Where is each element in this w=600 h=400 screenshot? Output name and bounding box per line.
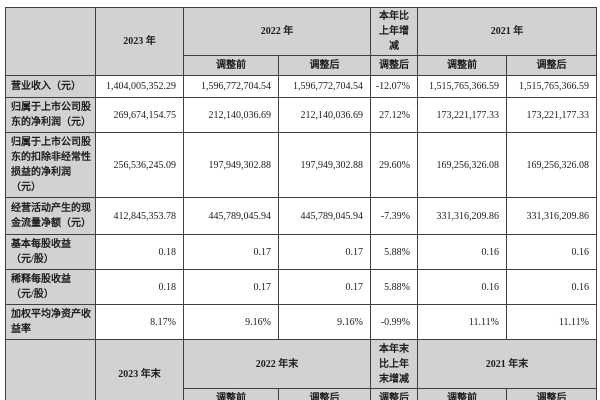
header-yearend-change-text: 本年末比上年末增减: [379, 343, 409, 385]
header-year-2021: 2021 年: [417, 7, 597, 56]
table-row: 经营活动产生的现金流量净额（元） 412,845,353.78 445,789,…: [5, 197, 597, 235]
corner-cell: [5, 339, 96, 400]
cell-2022-post: 197,949,302.88: [278, 132, 371, 198]
cell-2022-pre: 197,949,302.88: [183, 132, 279, 198]
table-row: 稀释每股收益（元/股） 0.18 0.17 0.17 5.88% 0.16 0.…: [5, 269, 597, 305]
header-year-2023: 2023 年: [95, 7, 184, 76]
cell-2022-post: 0.17: [278, 269, 371, 305]
cell-2023: 412,845,353.78: [95, 197, 184, 235]
cell-2022-pre: 9.16%: [183, 304, 279, 340]
cell-2023: 0.18: [95, 269, 184, 305]
subheader2-2021-post: 调整后: [506, 388, 597, 400]
row-label: 基本每股收益（元/股）: [5, 234, 96, 270]
cell-2021-pre: 0.16: [417, 234, 507, 270]
cell-change: 29.60%: [370, 132, 418, 198]
cell-2021-post: 169,256,326.08: [506, 132, 597, 198]
cell-2021-pre: 11.11%: [417, 304, 507, 340]
subheader-2021-post: 调整后: [506, 55, 597, 76]
table-row: 归属于上市公司股东的净利润（元） 269,674,154.75 212,140,…: [5, 97, 597, 133]
header-yearend-2021: 2021 年末: [417, 339, 597, 389]
cell-2021-post: 0.16: [506, 269, 597, 305]
subheader2-change-post: 调整后: [370, 388, 418, 400]
financial-summary-table: 2023 年 2022 年 本年比上年增减 2021 年 调整前 调整后 调整后…: [5, 7, 597, 400]
cell-2023: 269,674,154.75: [95, 97, 184, 133]
table-row: 基本每股收益（元/股） 0.18 0.17 0.17 5.88% 0.16 0.…: [5, 234, 597, 270]
header-year-2022: 2022 年: [183, 7, 371, 56]
cell-2023: 0.18: [95, 234, 184, 270]
cell-change: -0.99%: [370, 304, 418, 340]
cell-2022-pre: 445,789,045.94: [183, 197, 279, 235]
corner-cell: [5, 7, 96, 76]
subheader2-2022-post: 调整后: [278, 388, 371, 400]
cell-change: -12.07%: [370, 75, 418, 98]
cell-2023: 256,536,245.09: [95, 132, 184, 198]
row-label: 营业收入（元）: [5, 75, 96, 98]
cell-2022-pre: 0.17: [183, 234, 279, 270]
cell-2021-post: 1,515,765,366.59: [506, 75, 597, 98]
table-row: 归属于上市公司股东的扣除非经常性损益的净利润（元） 256,536,245.09…: [5, 132, 597, 198]
cell-2021-pre: 0.16: [417, 269, 507, 305]
row-label: 归属于上市公司股东的扣除非经常性损益的净利润（元）: [5, 132, 96, 198]
cell-2023: 1,404,005,352.29: [95, 75, 184, 98]
header-yearend-change: 本年末比上年末增减: [370, 339, 418, 389]
cell-2021-post: 331,316,209.86: [506, 197, 597, 235]
cell-change: 5.88%: [370, 269, 418, 305]
cell-change: -7.39%: [370, 197, 418, 235]
cell-2022-post: 1,596,772,704.54: [278, 75, 371, 98]
row-label: 稀释每股收益（元/股）: [5, 269, 96, 305]
cell-change: 5.88%: [370, 234, 418, 270]
subheader-2022-pre: 调整前: [183, 55, 279, 76]
table-row: 营业收入（元） 1,404,005,352.29 1,596,772,704.5…: [5, 75, 597, 98]
subheader2-2021-pre: 调整前: [417, 388, 507, 400]
header-change-text: 本年比上年增减: [379, 11, 409, 52]
cell-2021-post: 173,221,177.33: [506, 97, 597, 133]
row-label: 归属于上市公司股东的净利润（元）: [5, 97, 96, 133]
cell-2022-post: 212,140,036.69: [278, 97, 371, 133]
row-label: 加权平均净资产收益率: [5, 304, 96, 340]
header-change: 本年比上年增减: [370, 7, 418, 56]
subheader-change-post: 调整后: [370, 55, 418, 76]
cell-2022-pre: 0.17: [183, 269, 279, 305]
cell-2022-pre: 1,596,772,704.54: [183, 75, 279, 98]
row-label: 经营活动产生的现金流量净额（元）: [5, 197, 96, 235]
table-row: 加权平均净资产收益率 8.17% 9.16% 9.16% -0.99% 11.1…: [5, 304, 597, 340]
subheader-2021-pre: 调整前: [417, 55, 507, 76]
cell-2021-pre: 173,221,177.33: [417, 97, 507, 133]
cell-2021-post: 11.11%: [506, 304, 597, 340]
header-yearend-2022: 2022 年末: [183, 339, 371, 389]
cell-change: 27.12%: [370, 97, 418, 133]
cell-2022-post: 0.17: [278, 234, 371, 270]
subheader2-2022-pre: 调整前: [183, 388, 279, 400]
cell-2022-pre: 212,140,036.69: [183, 97, 279, 133]
cell-2022-post: 445,789,045.94: [278, 197, 371, 235]
subheader-2022-post: 调整后: [278, 55, 371, 76]
cell-2021-pre: 331,316,209.86: [417, 197, 507, 235]
cell-2021-pre: 169,256,326.08: [417, 132, 507, 198]
cell-2021-pre: 1,515,765,366.59: [417, 75, 507, 98]
cell-2023: 8.17%: [95, 304, 184, 340]
cell-2022-post: 9.16%: [278, 304, 371, 340]
header-yearend-2023: 2023 年末: [95, 339, 184, 400]
cell-2021-post: 0.16: [506, 234, 597, 270]
